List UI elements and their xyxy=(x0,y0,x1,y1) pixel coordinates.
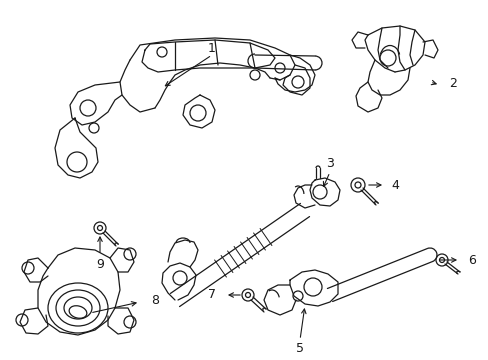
Text: 6: 6 xyxy=(467,253,475,266)
Text: 1: 1 xyxy=(207,41,216,54)
Text: 4: 4 xyxy=(390,179,398,192)
Text: 3: 3 xyxy=(325,157,333,170)
Text: 7: 7 xyxy=(207,288,216,302)
Text: 9: 9 xyxy=(96,257,104,270)
Text: 2: 2 xyxy=(448,77,456,90)
Text: 8: 8 xyxy=(151,293,159,306)
Text: 5: 5 xyxy=(295,342,304,355)
